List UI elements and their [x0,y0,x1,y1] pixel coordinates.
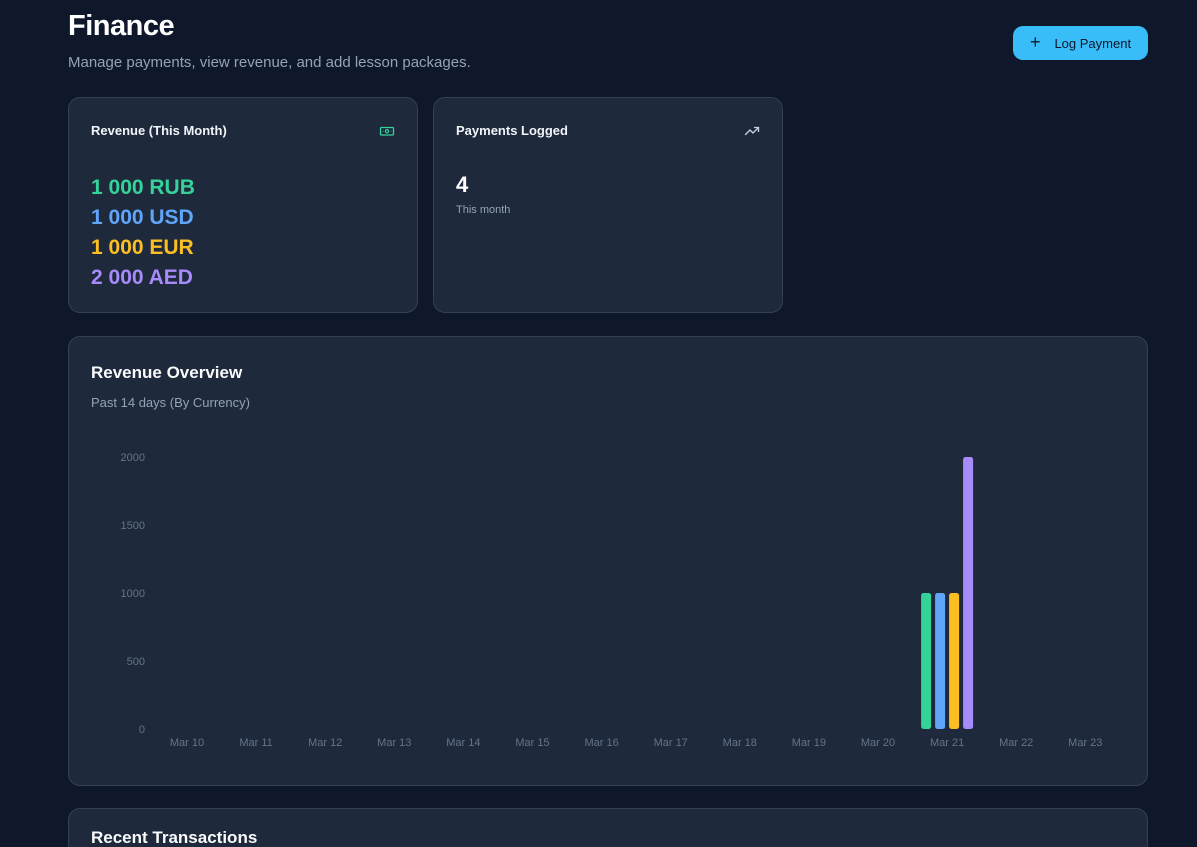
revenue-aed: 2 000 AED [91,266,193,289]
page-subtitle: Manage payments, view revenue, and add l… [68,54,471,71]
plus-icon: + [1029,32,1041,52]
recent-transactions-title: Recent Transactions [91,828,258,847]
y-tick-label: 0 [139,724,145,736]
payments-note: This month [456,204,511,216]
revenue-overview-card: Revenue Overview Past 14 days (By Curren… [68,336,1148,786]
recent-transactions-card: Recent Transactions [68,808,1148,847]
x-tick-label: Mar 14 [446,737,480,749]
log-payment-label: Log Payment [1054,35,1132,51]
x-tick-label: Mar 11 [239,737,272,749]
y-tick-label: 1000 [121,588,145,600]
page-title: Finance [68,10,175,42]
x-tick-label: Mar 13 [377,737,411,749]
x-tick-label: Mar 20 [861,737,895,749]
revenue-card: Revenue (This Month) 1 000 RUB 1 000 USD… [68,97,418,313]
x-tick-label: Mar 10 [170,737,204,749]
revenue-usd: 1 000 USD [91,206,194,229]
revenue-rub: 1 000 RUB [91,176,195,199]
chart-bar [949,593,960,729]
chart-bar [963,457,974,729]
payments-card: Payments Logged 4 This month [433,97,783,313]
x-tick-label: Mar 22 [999,737,1033,749]
x-tick-label: Mar 15 [515,737,549,749]
x-tick-label: Mar 21 [930,737,964,749]
y-tick-label: 1500 [121,520,145,532]
revenue-list: 1 000 RUB 1 000 USD 1 000 EUR 2 000 AED [91,173,195,293]
x-tick-label: Mar 16 [584,737,618,749]
chart-bar [921,593,932,729]
banknote-icon [379,126,395,136]
revenue-chart: 0 500 1000 1500 2000 Mar 10 Mar 11 Mar 12 Mar 13… [121,452,1103,749]
chart-bar [935,593,946,729]
x-tick-label: Mar 12 [308,737,342,749]
payments-card-title: Payments Logged [456,123,568,138]
y-tick-label: 2000 [121,452,145,464]
payments-count: 4 [456,172,469,197]
x-tick-label: Mar 19 [792,737,826,749]
x-tick-label: Mar 23 [1068,737,1102,749]
chart-subtitle: Past 14 days (By Currency) [91,395,250,410]
y-tick-label: 500 [127,656,145,668]
trending-up-icon [744,126,760,136]
log-payment-button[interactable]: + Log Payment [1013,26,1148,60]
revenue-card-title: Revenue (This Month) [91,123,227,138]
x-tick-label: Mar 17 [654,737,688,749]
x-tick-label: Mar 18 [723,737,757,749]
revenue-eur: 1 000 EUR [91,236,194,259]
chart-title: Revenue Overview [91,363,243,382]
